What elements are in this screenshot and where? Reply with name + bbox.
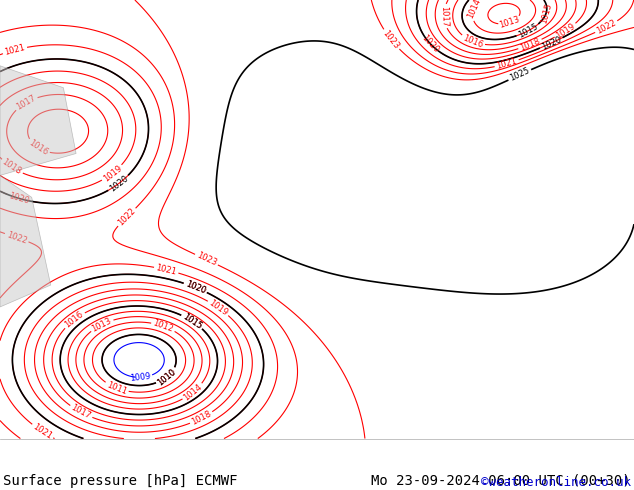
Text: 1022: 1022 — [5, 230, 28, 245]
Text: 1023: 1023 — [195, 251, 218, 268]
Text: Surface pressure [hPa] ECMWF: Surface pressure [hPa] ECMWF — [3, 474, 238, 488]
Text: 1023: 1023 — [381, 28, 401, 50]
Text: 1010: 1010 — [156, 367, 178, 387]
Text: 1020: 1020 — [184, 279, 207, 295]
Text: 1011: 1011 — [105, 380, 128, 396]
Text: 1013: 1013 — [90, 316, 113, 333]
Text: 1017: 1017 — [70, 403, 93, 421]
Text: 1012: 1012 — [152, 318, 175, 334]
Text: 1020: 1020 — [184, 279, 207, 295]
Text: 1017: 1017 — [15, 94, 37, 112]
Text: 1022: 1022 — [595, 18, 618, 36]
Text: 1021: 1021 — [4, 43, 26, 57]
Text: 1019: 1019 — [207, 298, 230, 318]
Text: Mo 23-09-2024 06:00 UTC (00+30): Mo 23-09-2024 06:00 UTC (00+30) — [371, 473, 631, 487]
Text: 1009: 1009 — [129, 372, 151, 383]
Text: 1021: 1021 — [155, 263, 178, 277]
Text: 1016: 1016 — [27, 138, 49, 157]
Text: 1016: 1016 — [63, 310, 86, 330]
Text: 1015: 1015 — [517, 22, 540, 40]
Text: 1021: 1021 — [31, 422, 54, 441]
Text: 1013: 1013 — [498, 15, 521, 30]
Text: 1018: 1018 — [190, 409, 213, 427]
Text: 1014: 1014 — [466, 0, 483, 20]
Text: 1017: 1017 — [439, 5, 449, 27]
Text: 1020: 1020 — [8, 191, 30, 206]
Text: 1022: 1022 — [116, 206, 138, 228]
Text: 1010: 1010 — [156, 367, 178, 387]
Text: 1015: 1015 — [539, 2, 553, 24]
Text: ©weatheronline.co.uk: ©weatheronline.co.uk — [481, 476, 631, 490]
Text: 1015: 1015 — [181, 312, 204, 331]
Text: 1025: 1025 — [508, 66, 531, 83]
Text: 1018: 1018 — [1, 158, 23, 177]
Text: 1020: 1020 — [420, 33, 441, 55]
Text: 1018: 1018 — [519, 36, 541, 52]
Text: 1021: 1021 — [495, 56, 518, 71]
Text: 1020: 1020 — [540, 35, 563, 51]
Text: 1015: 1015 — [181, 312, 204, 331]
Text: 1019: 1019 — [554, 21, 577, 40]
Text: 1019: 1019 — [101, 163, 124, 183]
Text: 1014: 1014 — [182, 382, 204, 402]
Text: 1020: 1020 — [108, 173, 130, 194]
Text: 1016: 1016 — [462, 33, 484, 49]
